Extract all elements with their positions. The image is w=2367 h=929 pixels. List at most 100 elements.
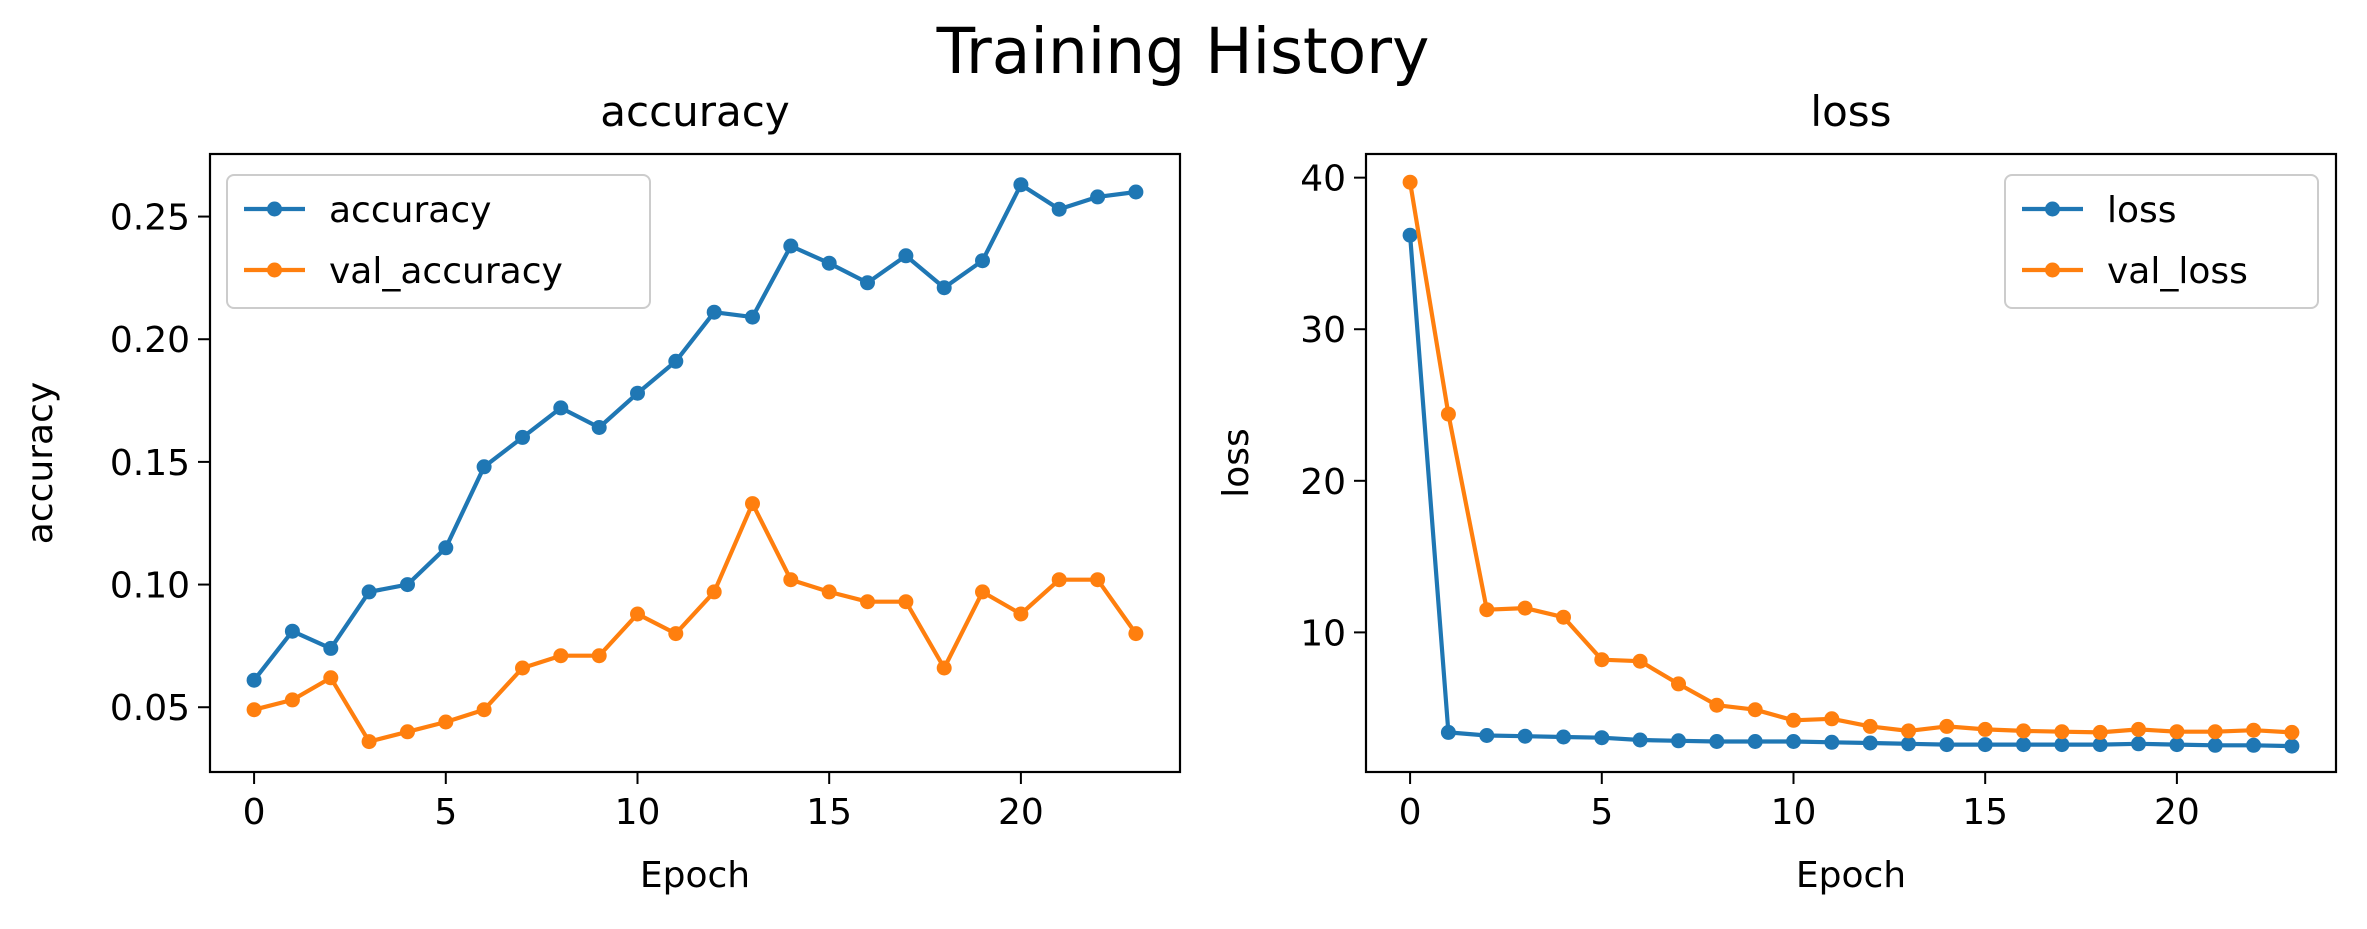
data-point-loss xyxy=(2054,737,2070,753)
x-tick-label: 20 xyxy=(2154,792,2200,833)
x-axis-label: Epoch xyxy=(1796,855,1906,896)
x-axis-label: Epoch xyxy=(640,855,750,896)
data-point-loss xyxy=(1862,735,1878,751)
data-point-val_loss xyxy=(2054,724,2070,740)
data-point-val_loss xyxy=(1977,721,1993,737)
data-point-val_loss xyxy=(1479,602,1495,618)
data-point-val_accuracy xyxy=(630,606,645,622)
y-tick-label: 30 xyxy=(1300,310,1346,351)
data-point-accuracy xyxy=(400,577,415,593)
series-line-loss xyxy=(1407,233,2294,749)
data-point-val_accuracy xyxy=(361,734,377,750)
data-point-val_accuracy xyxy=(821,584,837,600)
x-tick-label: 5 xyxy=(1590,792,1613,833)
data-point-val_accuracy xyxy=(975,584,990,600)
series-line-val_accuracy xyxy=(252,501,1139,744)
data-point-loss xyxy=(1901,736,1916,752)
y-axis-label: accuracy xyxy=(20,382,61,544)
data-point-val_accuracy xyxy=(1090,572,1106,588)
data-point-loss xyxy=(1939,737,1955,753)
loss-panel: loss 0 5 10 15 20 10 20 30 40 Epoch loss loss val_los… xyxy=(1216,87,2338,896)
data-point-val_loss xyxy=(2092,724,2108,740)
data-point-accuracy xyxy=(630,385,645,401)
x-tick-label: 10 xyxy=(1771,792,1817,833)
data-point-accuracy xyxy=(361,584,377,600)
data-point-loss xyxy=(2016,737,2031,753)
data-point-val_accuracy xyxy=(936,660,952,676)
data-point-accuracy xyxy=(438,540,454,556)
legend-marker-loss xyxy=(2045,201,2060,217)
data-point-val_accuracy xyxy=(706,584,722,600)
data-point-val_accuracy xyxy=(1128,626,1144,642)
legend-label-val_accuracy: val_accuracy xyxy=(329,251,563,292)
data-point-val_loss xyxy=(1862,718,1878,734)
data-point-val_loss xyxy=(1632,653,1648,669)
y-tick-label: 40 xyxy=(1300,159,1346,200)
y-axis-label: loss xyxy=(1216,428,1257,498)
data-point-accuracy xyxy=(860,275,875,291)
data-point-val_accuracy xyxy=(591,648,607,664)
data-point-loss xyxy=(1517,728,1533,744)
data-point-val_loss xyxy=(2246,722,2262,738)
data-point-loss xyxy=(2207,737,2223,753)
data-point-val_accuracy xyxy=(553,648,569,664)
data-point-val_loss xyxy=(1671,676,1686,692)
data-point-accuracy xyxy=(591,420,607,435)
data-point-val_accuracy xyxy=(246,702,262,718)
data-point-val_loss xyxy=(2131,721,2146,737)
data-point-accuracy xyxy=(975,253,990,269)
data-point-loss xyxy=(1824,734,1840,750)
data-point-val_loss xyxy=(1594,652,1610,668)
y-tick-label: 10 xyxy=(1300,613,1346,654)
data-point-val_accuracy xyxy=(515,660,530,676)
data-point-accuracy xyxy=(553,400,569,416)
y-tick-label: 20 xyxy=(1300,462,1346,503)
data-point-loss xyxy=(2169,737,2185,753)
data-point-loss xyxy=(1671,733,1686,749)
data-point-val_accuracy xyxy=(438,714,454,730)
data-point-val_loss xyxy=(1517,600,1533,616)
data-point-accuracy xyxy=(515,429,530,445)
data-point-val_loss xyxy=(1440,406,1456,422)
legend-box xyxy=(2004,174,2319,309)
data-point-accuracy xyxy=(898,248,914,264)
data-point-accuracy xyxy=(745,309,760,325)
data-point-val_loss xyxy=(1747,702,1763,718)
data-point-accuracy xyxy=(783,238,799,254)
legend-marker-val_loss xyxy=(2045,262,2060,278)
data-point-val_loss xyxy=(1786,712,1801,728)
chart-title: accuracy xyxy=(600,87,790,136)
data-point-loss xyxy=(2284,738,2300,754)
data-point-val_accuracy xyxy=(284,692,300,708)
plot-frame xyxy=(208,152,1182,774)
x-tick-label: 15 xyxy=(806,792,852,833)
x-tick-label: 10 xyxy=(615,792,661,833)
data-point-accuracy xyxy=(1090,189,1106,205)
x-tick-label: 0 xyxy=(1399,792,1422,833)
data-point-loss xyxy=(1709,734,1725,749)
y-tick-label: 0.15 xyxy=(110,443,190,484)
data-point-val_loss xyxy=(1939,718,1955,734)
data-point-val_accuracy xyxy=(323,670,339,686)
chart-title: loss xyxy=(1810,87,1891,136)
legend-marker-val_accuracy xyxy=(267,262,282,278)
data-point-loss xyxy=(1556,729,1571,745)
x-tick-label: 5 xyxy=(434,792,457,833)
x-tick-label: 20 xyxy=(998,792,1044,833)
data-point-loss xyxy=(1977,737,1993,753)
data-point-val_loss xyxy=(2207,724,2223,740)
data-point-val_loss xyxy=(1402,174,1418,190)
legend-label-loss: loss xyxy=(2107,190,2177,231)
data-point-val_loss xyxy=(2284,724,2300,740)
data-point-accuracy xyxy=(1128,184,1144,200)
legend-marker-accuracy xyxy=(267,201,282,217)
data-point-accuracy xyxy=(668,353,684,369)
y-tick-label: 0.05 xyxy=(110,688,190,729)
x-tick-label: 15 xyxy=(1962,792,2008,833)
data-point-val_loss xyxy=(2016,723,2031,739)
plot-frame xyxy=(1364,152,2338,774)
x-tick-label: 0 xyxy=(243,792,266,833)
data-point-val_loss xyxy=(2169,724,2185,740)
data-point-loss xyxy=(2131,736,2146,752)
